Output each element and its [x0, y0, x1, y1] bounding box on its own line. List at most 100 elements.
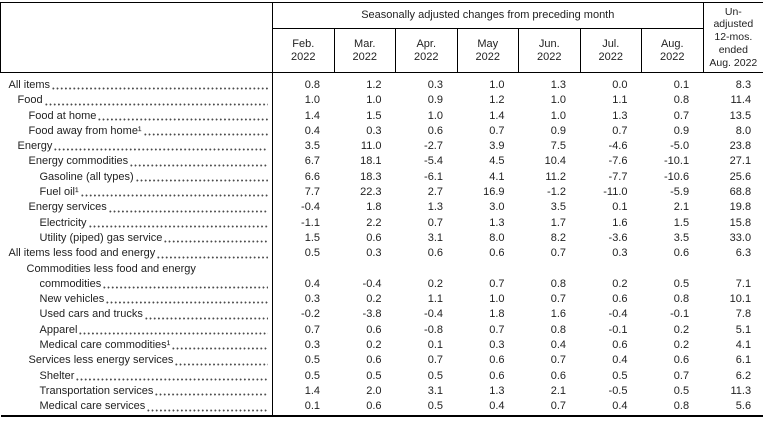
group-header-seasonally-adjusted: Seasonally adjusted changes from precedi… [272, 2, 704, 29]
cell-monthly-change-value: 0.4 [612, 400, 628, 413]
cell-monthly-change-value: -0.1 [670, 308, 690, 321]
cell-monthly-change-value: 10.4 [544, 155, 566, 168]
cell-monthly-change-value: -2.7 [424, 140, 443, 153]
dot-leader [76, 368, 268, 384]
cell-monthly-change-value: 0.7 [550, 293, 566, 306]
cell-monthly-change-value: 0.8 [673, 400, 690, 413]
table-row: All items 0.8 1.2 0.3 1.0 1.3 0.0 0.1 8.3 [0, 72, 763, 94]
cell-monthly-change-value: -0.5 [608, 384, 628, 397]
cell-unadjusted-12mo-value: 11.3 [730, 384, 752, 397]
cell-monthly-change-value: 2.1 [673, 201, 690, 214]
dot-leader [147, 399, 268, 415]
dot-leader [172, 338, 268, 354]
table-row: All items less food and energy 0.5 0.3 0.6 0… [0, 246, 763, 262]
row-label-text: Energy commodities [28, 155, 129, 168]
cell-monthly-change-value: 0.4 [304, 124, 320, 137]
row-label-cell: Transportation services [0, 383, 273, 400]
cell-monthly-change-value: 22.3 [360, 186, 382, 199]
table-row: Food at home 1.4 1.5 1.0 1.4 1.0 1.3 0.7 13.5 [0, 108, 763, 124]
cell-monthly-change-value: 1.0 [489, 293, 505, 306]
cell-unadjusted-12mo-value: 15.8 [729, 216, 752, 229]
cell-monthly-change-value: 8.2 [550, 231, 566, 244]
table-row: Shelter 0.5 0.5 0.5 0.6 0.6 0.5 0.7 6.2 [0, 368, 763, 384]
cell-unadjusted-12mo-value: 10.1 [729, 293, 752, 306]
dot-leader [130, 154, 268, 170]
cell-monthly-change-value: 4.1 [489, 170, 505, 183]
cell-monthly-change-value: 0.5 [427, 400, 443, 413]
cell-monthly-change-value: 3.1 [427, 384, 443, 397]
table-corner-cell [0, 2, 273, 73]
cell-monthly-change-value: 0.7 [550, 354, 566, 367]
table-row: Energy services -0.4 1.8 1.3 3.0 3.5 0.1 2.1 19.… [0, 200, 763, 216]
cell-monthly-change-value: 0.6 [550, 369, 566, 382]
cell-monthly-change-value: 0.2 [673, 323, 690, 336]
cell-monthly-change-value: 0.5 [612, 369, 628, 382]
row-label-text: All items [8, 79, 51, 91]
cell-monthly-change-value: 0.9 [550, 124, 566, 137]
row-label-cell: Electricity [0, 215, 273, 231]
row-label-cell: Apparel [0, 322, 273, 339]
row-label-line: Commodities less food and energy [1, 262, 273, 277]
row-label-line: Gasoline (all types) [1, 169, 273, 186]
row-label-text: Medical care services [39, 400, 146, 413]
dot-leader [144, 307, 268, 323]
cell-monthly-change-value: 2.0 [366, 384, 382, 397]
cell-unadjusted-12mo-value: 33.0 [729, 231, 752, 244]
cell-unadjusted-12mo-value: 25.6 [729, 170, 752, 183]
dot-leader [80, 185, 268, 201]
row-label-cell: Food at home [0, 108, 273, 124]
table-row: Medical care commodities¹ 0.3 0.2 0.1 0.3 0.4… [0, 338, 763, 354]
cell-monthly-change-value: 1.1 [427, 293, 443, 306]
cell-monthly-change-value: 0.7 [489, 323, 505, 336]
cell-monthly-change-value: 0.3 [427, 79, 443, 91]
cell-monthly-change-value: 0.6 [366, 354, 382, 367]
dot-leader [143, 123, 268, 140]
row-label-line: Food at home [1, 108, 273, 124]
table-row: Services less energy services 0.5 0.6 0.7 0.… [0, 353, 763, 369]
cell-unadjusted-12mo-value: 23.8 [729, 140, 752, 153]
header-row-group: Seasonally adjusted changes from precedi… [0, 2, 763, 73]
cell-monthly-change-value: 4.5 [489, 155, 505, 168]
cell-monthly-change-value: 0.8 [550, 277, 566, 290]
cell-monthly-change-value: -1.2 [547, 186, 566, 199]
cell-monthly-change-value: 16.9 [483, 186, 505, 199]
cell-monthly-change-value: 0.7 [304, 323, 320, 336]
month-year: 2022 [475, 50, 500, 63]
column-header-month: Apr. 2022 [395, 28, 458, 73]
row-label-line: Medical care commodities¹ [1, 338, 273, 354]
row-label-line: commodities [1, 276, 273, 293]
month-year: 2022 [291, 50, 316, 63]
cell-monthly-change-value: 0.2 [366, 293, 382, 306]
cell-monthly-change-value: 0.3 [304, 293, 320, 306]
row-label-cell: Used cars and trucks [0, 307, 273, 323]
cell-monthly-change-value: 0.3 [489, 339, 505, 352]
cell-monthly-change-value: 0.7 [427, 354, 443, 367]
cell-monthly-change-value: 0.6 [366, 231, 382, 244]
cell-monthly-change-value: 0.6 [489, 247, 505, 260]
cell-monthly-change-value: -10.6 [664, 170, 690, 183]
cell-monthly-change-value: 0.7 [427, 216, 443, 229]
row-label-cell: Gasoline (all types) [0, 169, 273, 186]
table-row: Used cars and trucks -0.2 -3.8 -0.4 1.8 1.6 -0… [0, 307, 763, 323]
cell-monthly-change-value: 0.5 [366, 369, 382, 382]
table-row: Apparel 0.7 0.6 -0.8 0.7 0.8 -0.1 0.2 5.1 [0, 322, 763, 339]
cell-monthly-change-value: 0.1 [673, 79, 690, 91]
cell-monthly-change-value: 11.0 [360, 140, 382, 153]
cell-monthly-change-value: 1.0 [550, 94, 566, 107]
cell-monthly-change-value: 2.1 [550, 384, 566, 397]
row-label-text: Food away from home¹ [28, 124, 142, 137]
cell-monthly-change-value: -0.8 [424, 323, 443, 336]
cell-monthly-change-value: 1.3 [612, 109, 628, 122]
cell-monthly-change-value: -7.6 [608, 155, 628, 168]
cell-monthly-change-value: -4.6 [608, 140, 628, 153]
row-label-text: Fuel oil¹ [39, 186, 79, 199]
cell-monthly-change-value: 0.6 [427, 124, 443, 137]
cell-monthly-change-value: 1.4 [304, 384, 320, 397]
cell-monthly-change-value: 0.9 [427, 94, 443, 107]
cell-monthly-change-value: -0.4 [424, 308, 443, 321]
row-label-line: Transportation services [1, 383, 273, 400]
cell-monthly-change-value: -5.4 [424, 155, 443, 168]
cell-monthly-change-value: 0.6 [612, 293, 628, 306]
